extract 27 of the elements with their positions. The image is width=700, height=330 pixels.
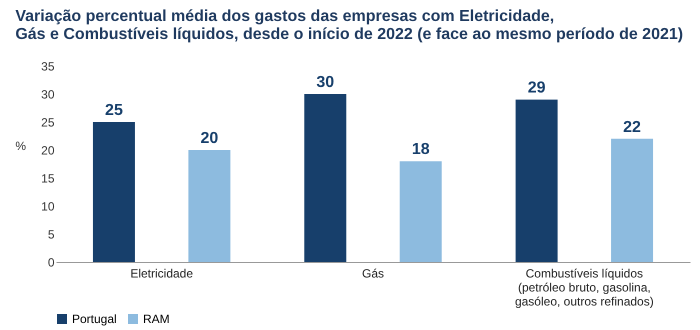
y-tick-label: 35 [41, 60, 55, 74]
x-tick-label: Gás [362, 266, 384, 280]
bar [92, 122, 135, 262]
y-axis-title: % [15, 139, 26, 153]
y-tick-label: 25 [41, 116, 55, 130]
bar [516, 100, 558, 262]
y-tick-label: 15 [41, 172, 55, 186]
bar [400, 161, 442, 262]
y-tick-label: 0 [48, 256, 55, 270]
data-label: 22 [623, 118, 642, 136]
legend-label: RAM [143, 312, 170, 326]
bar [611, 138, 654, 262]
chart-title: Variação percentual média dos gastos das empresas com Eletricidade, Gás e Combustíveis líquidos, desde o início de 2022 (e face ao mesmo período de 2021) [15, 8, 684, 43]
y-tick-label: 5 [48, 228, 55, 242]
x-tick-label: Combustíveis líquidos (petróleo bruto, gasolina, gasóleo, outros refinados) [514, 266, 654, 308]
x-tick-label: Eletricidade [130, 266, 194, 280]
y-tick-label: 30 [41, 88, 55, 102]
data-label: 18 [412, 141, 430, 158]
legend-label: Portugal [72, 312, 117, 326]
data-label: 25 [105, 102, 123, 119]
bar [188, 150, 230, 262]
data-label: 20 [200, 130, 218, 147]
data-label: 30 [316, 74, 334, 91]
data-label: 29 [528, 80, 546, 97]
bar [304, 94, 346, 262]
y-tick-label: 20 [41, 144, 55, 158]
y-tick-label: 10 [41, 200, 55, 214]
